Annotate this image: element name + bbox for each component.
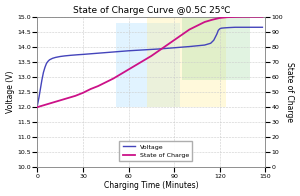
Y-axis label: State of Charge: State of Charge: [285, 62, 294, 122]
Bar: [182, 17, 250, 80]
Title: State of Charge Curve @0.5C 25℃: State of Charge Curve @0.5C 25℃: [73, 5, 230, 15]
Bar: [116, 23, 180, 107]
Legend: Voltage, State of Charge: Voltage, State of Charge: [119, 141, 193, 161]
Bar: [147, 17, 226, 107]
Y-axis label: Voltage (V): Voltage (V): [6, 71, 15, 113]
X-axis label: Charging Time (Minutes): Charging Time (Minutes): [104, 181, 199, 191]
